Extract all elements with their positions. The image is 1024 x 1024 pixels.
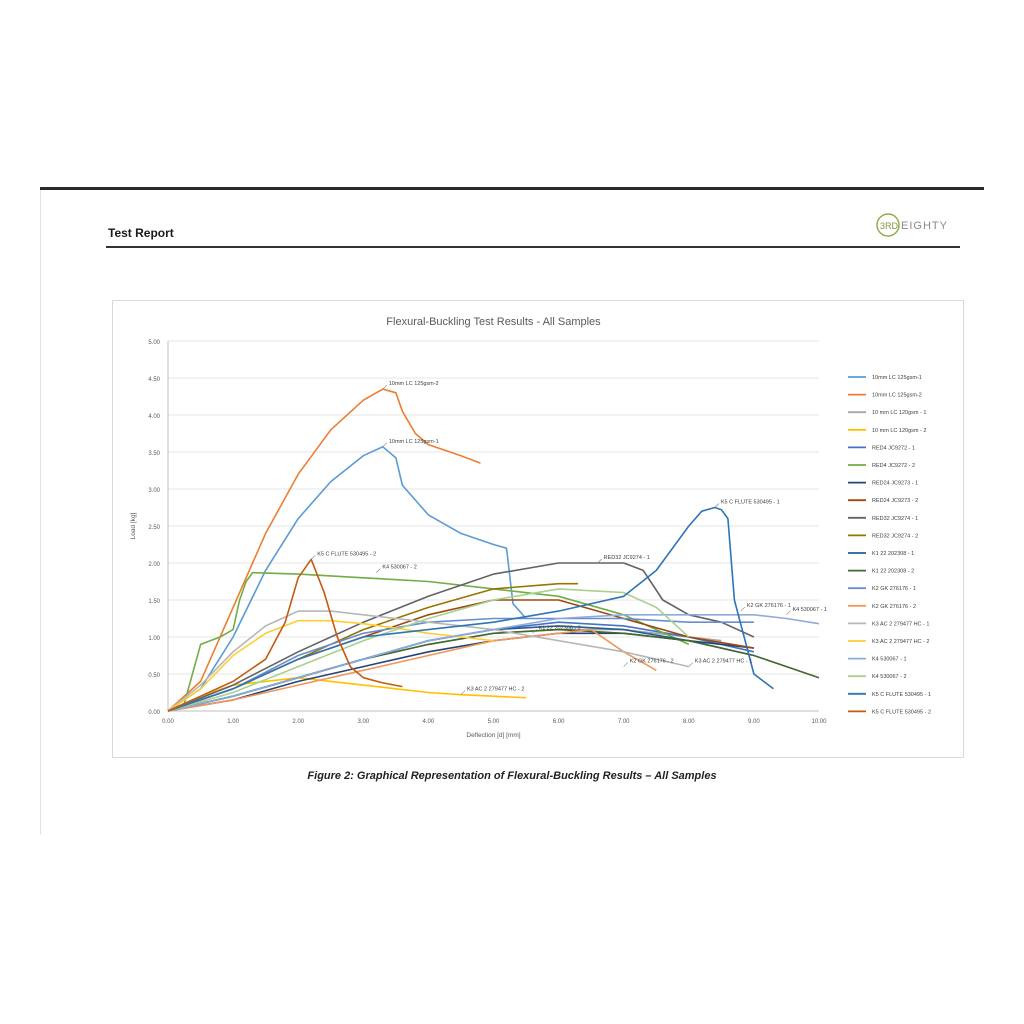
annotation-label: K2 GK 276176 - 2 <box>630 659 674 665</box>
legend-entry: K4 530067 - 1 <box>872 657 907 663</box>
annotation-label: K3 AC 2 279477 HC - 2 <box>467 687 524 693</box>
annotation-leader <box>597 558 602 564</box>
legend-entry: K2 GK 276176 - 1 <box>872 586 916 592</box>
legend-entry: K1 22 202308 - 1 <box>872 551 914 557</box>
legend-entry: 10 mm LC 120gsm - 2 <box>872 428 926 434</box>
x-tick-label: 7.00 <box>618 719 630 725</box>
legend-entry: RED4 JC9272 - 2 <box>872 463 915 469</box>
top-rule <box>40 187 984 190</box>
annotation-label: K4 530067 - 1 <box>792 607 827 613</box>
legend-entry: K5 C FLUTE 530495 - 1 <box>872 692 931 698</box>
y-tick-label: 5.00 <box>148 340 160 346</box>
y-tick-label: 1.00 <box>148 636 160 642</box>
x-axis-label: Deflection [d] [mm] <box>466 732 520 739</box>
series-line-18 <box>167 588 690 712</box>
x-tick-label: 9.00 <box>748 719 760 725</box>
annotation-leader <box>382 442 388 448</box>
company-logo: 3RD EIGHTY <box>876 213 948 237</box>
y-tick-label: 0.50 <box>148 673 160 679</box>
legend-entry: RED32 JC9274 - 1 <box>872 516 918 522</box>
annotation-label: K1 22 202308 - 2 <box>539 625 581 631</box>
series-line-4 <box>167 676 527 712</box>
series-line-16 <box>167 619 494 712</box>
y-tick-label: 0.00 <box>148 710 160 716</box>
legend-entry: K4 530067 - 2 <box>872 674 907 680</box>
annotation-label: K2 GK 276176 - 1 <box>747 603 791 609</box>
chart-frame: Flexural-Buckling Test Results - All Sam… <box>112 300 964 758</box>
legend-entry: 10mm LC 125gsm-1 <box>872 375 922 381</box>
legend-entry: K5 C FLUTE 530495 - 2 <box>872 709 931 715</box>
svg-text:EIGHTY: EIGHTY <box>901 220 948 232</box>
legend-entry: RED24 JC9273 - 2 <box>872 498 918 504</box>
y-tick-label: 4.00 <box>148 414 160 420</box>
series-line-7 <box>167 632 754 712</box>
figure-caption: Figure 2: Graphical Representation of Fl… <box>307 770 717 782</box>
annotation-leader <box>460 690 466 695</box>
legend-entry: K2 GK 276176 - 2 <box>872 604 916 610</box>
annotation-leader <box>532 629 537 634</box>
annotation-leader <box>740 606 746 612</box>
series-line-6 <box>167 571 690 712</box>
header-rule <box>106 246 960 248</box>
series-line-14 <box>167 628 657 712</box>
annotation-label: 10mm LC 125gsm-1 <box>389 439 439 445</box>
annotation-label: K5 C FLUTE 530495 - 2 <box>317 551 376 557</box>
annotation-leader <box>623 662 628 667</box>
report-title: Test Report <box>108 226 174 240</box>
y-tick-label: 3.00 <box>148 488 160 494</box>
annotation-leader <box>311 555 316 560</box>
x-tick-label: 10.00 <box>811 719 827 725</box>
flexural-buckling-chart: Flexural-Buckling Test Results - All Sam… <box>130 316 931 739</box>
annotation-label: K3 AC 2 279477 HC - 1 <box>695 659 752 665</box>
annotation-leader <box>376 568 381 573</box>
x-tick-label: 3.00 <box>357 719 369 725</box>
x-tick-label: 0.00 <box>162 719 174 725</box>
x-tick-label: 1.00 <box>227 719 239 725</box>
legend-entry: 10 mm LC 120gsm - 1 <box>872 410 926 416</box>
annotation-leader <box>382 384 388 390</box>
x-tick-label: 5.00 <box>488 719 500 725</box>
x-tick-label: 8.00 <box>683 719 695 725</box>
annotation-label: K5 C FLUTE 530495 - 1 <box>721 500 780 506</box>
y-tick-label: 4.50 <box>148 377 160 383</box>
legend-entry: K3 AC 2 279477 HC - 1 <box>872 621 929 627</box>
annotation-leader <box>786 610 791 616</box>
x-tick-label: 2.00 <box>292 719 304 725</box>
legend-entry: K3 AC 2 279477 HC - 2 <box>872 639 929 645</box>
series-line-1 <box>167 446 527 712</box>
legend-entry: 10mm LC 125gsm-2 <box>872 393 922 399</box>
series-line-17 <box>167 613 820 712</box>
series-line-13 <box>167 617 754 712</box>
y-tick-label: 1.50 <box>148 599 160 605</box>
legend-entry: K1 22 202308 - 2 <box>872 569 914 575</box>
legend-entry: RED32 JC9274 - 2 <box>872 533 918 539</box>
y-tick-label: 2.00 <box>148 562 160 568</box>
page-edge <box>40 190 41 835</box>
series-line-15 <box>167 610 689 712</box>
annotation-label: 10mm LC 125gsm-2 <box>389 381 439 387</box>
chart-title: Flexural-Buckling Test Results - All Sam… <box>386 316 601 328</box>
x-tick-label: 4.00 <box>423 719 435 725</box>
annotation-label: RED32 JC9274 - 1 <box>604 555 650 561</box>
series-line-20 <box>167 558 403 712</box>
x-tick-label: 6.00 <box>553 719 565 725</box>
svg-text:3RD: 3RD <box>880 221 899 231</box>
y-tick-label: 3.50 <box>148 451 160 457</box>
annotation-leader <box>714 503 720 508</box>
annotation-label: K4 530067 - 2 <box>382 565 417 571</box>
legend-entry: RED4 JC9272 - 1 <box>872 445 915 451</box>
series-line-19 <box>167 506 774 712</box>
series-line-2 <box>167 388 481 712</box>
legend-entry: RED24 JC9273 - 1 <box>872 481 918 487</box>
annotation-leader <box>688 662 694 667</box>
y-axis-label: Load [kg] <box>130 512 137 539</box>
y-tick-label: 2.50 <box>148 525 160 531</box>
